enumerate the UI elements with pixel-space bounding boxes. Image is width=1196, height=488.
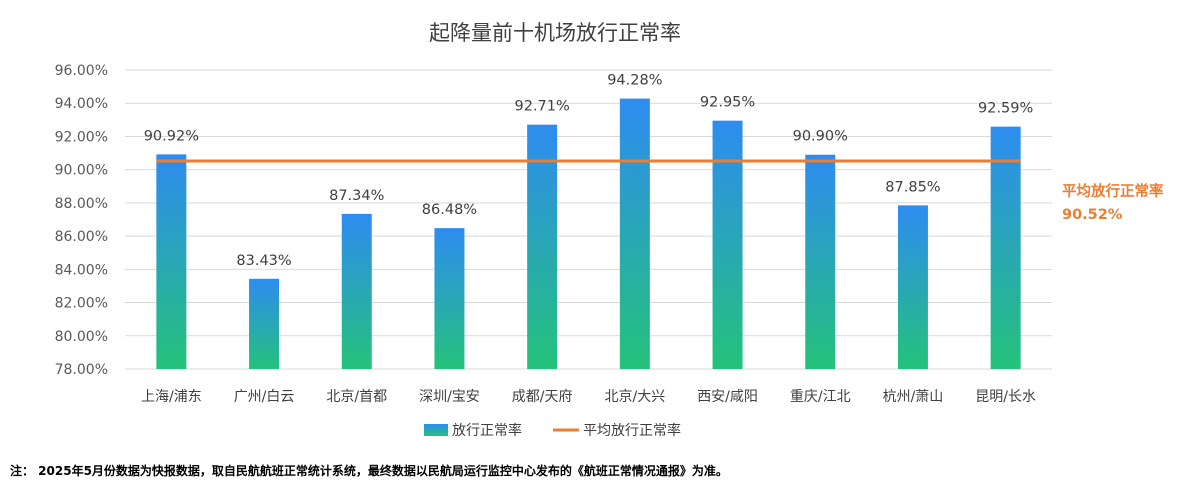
bar-data-label: 87.34% <box>329 188 384 204</box>
y-tick-label: 90.00% <box>55 163 108 179</box>
legend-line-label: 平均放行正常率 <box>583 422 681 439</box>
legend-bar-swatch <box>424 424 448 436</box>
x-category-label: 昆明/长水 <box>975 389 1036 405</box>
chart-title: 起降量前十机场放行正常率 <box>429 21 681 45</box>
bar <box>156 154 187 369</box>
bar-data-label: 87.85% <box>885 179 940 195</box>
bar <box>619 98 650 370</box>
legend: 放行正常率 平均放行正常率 <box>424 422 681 439</box>
bars <box>156 98 1021 370</box>
y-tick-label: 82.00% <box>55 296 108 312</box>
bar-data-label: 90.92% <box>144 128 199 144</box>
legend-bar-label: 放行正常率 <box>452 422 522 439</box>
average-label-title: 平均放行正常率 <box>1062 182 1164 200</box>
bar <box>990 126 1021 369</box>
y-tick-label: 86.00% <box>55 229 108 245</box>
bar <box>897 205 928 369</box>
x-category-label: 重庆/江北 <box>790 389 851 405</box>
x-category-label: 北京/首都 <box>326 389 387 405</box>
bar <box>434 228 465 369</box>
x-category-label: 上海/浦东 <box>141 389 202 405</box>
x-category-label: 西安/咸阳 <box>697 389 758 405</box>
y-tick-label: 80.00% <box>55 329 108 345</box>
bar-data-label: 86.48% <box>422 202 477 218</box>
bar-data-label: 83.43% <box>236 253 291 269</box>
average-label-value: 90.52% <box>1062 207 1123 223</box>
data-labels: 90.92% 83.43% 87.34% 86.48% 92.71% 94.28% 92.9… <box>144 73 1034 269</box>
bar-data-label: 92.59% <box>978 101 1033 117</box>
x-category-label: 北京/大兴 <box>604 389 665 405</box>
x-category-label: 深圳/宝安 <box>419 389 480 405</box>
x-category-label: 广州/白云 <box>234 389 295 405</box>
x-axis-categories: 上海/浦东 广州/白云 北京/首都 深圳/宝安 成都/天府 北京/大兴 西安/咸阳 重庆/江北… <box>141 389 1036 405</box>
y-tick-label: 88.00% <box>55 196 108 212</box>
y-tick-label: 96.00% <box>55 63 108 79</box>
bar-data-label: 92.95% <box>700 95 755 111</box>
bar <box>249 278 280 369</box>
bar <box>712 120 743 370</box>
y-tick-label: 84.00% <box>55 262 108 278</box>
bar-data-label: 92.71% <box>515 99 570 115</box>
grid-lines <box>125 69 1052 370</box>
bar <box>527 124 558 369</box>
footnote: 注： 2025年5月份数据为快报数据，取自民航航班正常统计系统，最终数据以民航局… <box>10 463 728 478</box>
y-tick-label: 92.00% <box>55 129 108 145</box>
bar-data-label: 94.28% <box>607 73 662 89</box>
y-tick-label: 78.00% <box>55 362 108 378</box>
bar-data-label: 90.90% <box>793 129 848 145</box>
x-category-label: 成都/天府 <box>512 389 573 405</box>
bar <box>341 213 372 369</box>
y-axis-ticks: 78.00% 80.00% 82.00% 84.00% 86.00% 88.00% 90.0… <box>55 63 108 378</box>
x-category-label: 杭州/萧山 <box>883 389 944 405</box>
y-tick-label: 94.00% <box>55 96 108 112</box>
bar <box>805 154 836 369</box>
